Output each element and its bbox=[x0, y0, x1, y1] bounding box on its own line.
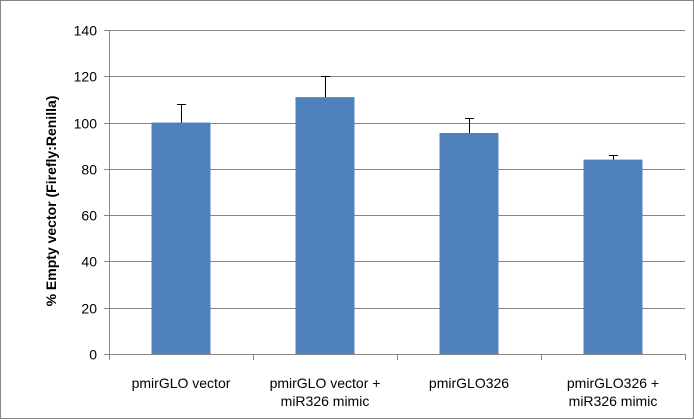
axes bbox=[104, 30, 686, 360]
error-bars bbox=[177, 76, 618, 160]
y-tick-label: 0 bbox=[89, 347, 97, 363]
x-category-label-line: miR326 mimic bbox=[569, 393, 658, 409]
bar bbox=[439, 132, 499, 354]
y-tick-label: 80 bbox=[81, 162, 97, 178]
x-category-label-line: pmirGLO326 + bbox=[567, 375, 659, 391]
x-category-label-line: pmirGLO vector + bbox=[270, 375, 381, 391]
y-tick-label: 100 bbox=[74, 116, 98, 132]
x-category-label: pmirGLO326 bbox=[429, 375, 509, 391]
x-category-label: pmirGLO326 + miR326 mimic bbox=[567, 375, 659, 409]
bars bbox=[151, 97, 643, 354]
y-tick-labels: 0 20 40 60 80 100 120 140 bbox=[74, 23, 98, 363]
x-category-label-line: pmirGLO vector bbox=[132, 375, 231, 391]
y-tick-label: 20 bbox=[81, 301, 97, 317]
x-category-label: pmirGLO vector + miR326 mimic bbox=[270, 375, 381, 409]
y-axis-title: % Empty vector (Firefly:Renilla) bbox=[43, 96, 59, 307]
y-tick-label: 140 bbox=[74, 23, 98, 39]
bar bbox=[583, 159, 643, 354]
y-tick-label: 120 bbox=[74, 69, 98, 85]
bar bbox=[295, 97, 355, 354]
x-category-label: pmirGLO vector bbox=[132, 375, 231, 391]
x-category-labels: pmirGLO vector pmirGLO vector + miR326 mim… bbox=[132, 375, 660, 409]
y-tick-label: 60 bbox=[81, 208, 97, 224]
x-category-label-line: miR326 mimic bbox=[281, 393, 370, 409]
y-tick-label: 40 bbox=[81, 254, 97, 270]
bar bbox=[151, 122, 211, 354]
x-category-label-line: pmirGLO326 bbox=[429, 375, 509, 391]
